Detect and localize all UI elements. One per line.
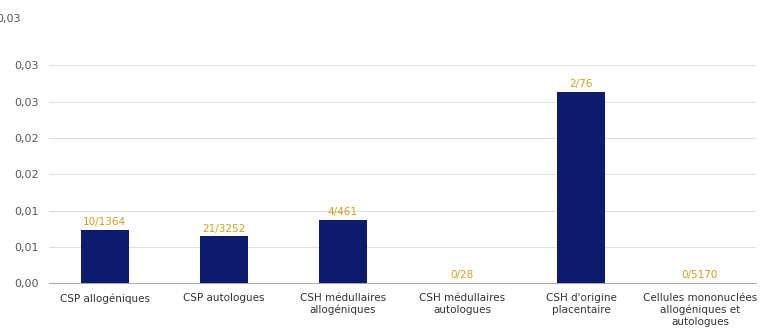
Text: 4/461: 4/461 [328,208,358,217]
Bar [200,236,248,283]
Bar [81,230,129,283]
Text: 0,03: 0,03 [0,14,20,24]
Bar [557,92,604,283]
Text: 0/28: 0/28 [450,270,474,280]
Text: 2/76: 2/76 [569,79,593,89]
Text: 10/1364: 10/1364 [83,217,126,227]
Bar [319,220,367,283]
Text: 21/3252: 21/3252 [203,223,246,234]
Text: 0/5170: 0/5170 [681,270,718,280]
